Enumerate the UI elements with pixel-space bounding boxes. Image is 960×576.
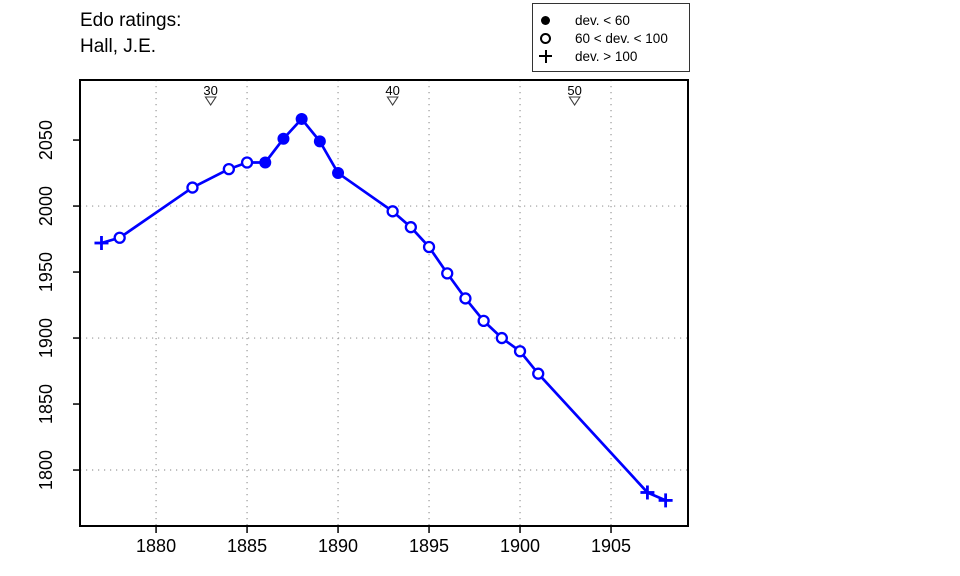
data-point-open-circle xyxy=(459,292,472,305)
x-axis-tick-label: 1900 xyxy=(500,536,540,556)
filled-circle-icon xyxy=(539,14,552,27)
y-axis-tick-label: 1800 xyxy=(36,450,56,490)
data-point-filled-circle xyxy=(295,112,308,125)
data-point-filled-circle xyxy=(277,132,290,145)
data-point-open-circle xyxy=(222,162,236,176)
data-point-open-circle xyxy=(186,181,199,194)
legend-box: dev. < 60 60 < dev. < 100 dev. > 100 xyxy=(532,3,690,72)
age-label: 50 xyxy=(567,83,581,98)
data-point-filled-circle xyxy=(259,156,272,169)
data-point-filled-circle xyxy=(313,135,326,148)
data-point-filled-circle xyxy=(332,167,345,180)
age-label: 30 xyxy=(203,83,217,98)
age-label: 40 xyxy=(385,83,399,98)
plot-border xyxy=(79,79,689,527)
chart-title-line2: Hall, J.E. xyxy=(80,36,157,57)
x-axis-tick-label: 1890 xyxy=(318,536,358,556)
chart-title-line1: Edo ratings: xyxy=(80,10,182,31)
y-axis-tick-label: 1850 xyxy=(36,384,56,424)
y-axis-tick-label: 1900 xyxy=(36,318,56,358)
data-point-open-circle xyxy=(386,205,399,218)
legend-item: 60 < dev. < 100 xyxy=(539,29,689,47)
y-axis-tick-label: 1950 xyxy=(36,252,56,292)
legend-label: dev. < 60 xyxy=(575,12,630,28)
data-point-open-circle xyxy=(422,240,436,254)
data-point-open-circle xyxy=(513,345,527,358)
rating-line xyxy=(101,117,667,502)
data-point-open-circle xyxy=(532,367,545,380)
data-point-open-circle xyxy=(240,156,254,169)
open-circle-icon xyxy=(539,32,552,45)
age-triangle-icon xyxy=(386,96,399,107)
data-point-open-circle xyxy=(113,231,126,244)
legend-label: dev. > 100 xyxy=(575,48,638,64)
legend-label: 60 < dev. < 100 xyxy=(575,30,668,46)
data-point-open-circle xyxy=(441,267,454,280)
y-axis-tick-label: 2050 xyxy=(36,120,56,160)
x-axis-tick-label: 1905 xyxy=(591,536,631,556)
legend-item: dev. < 60 xyxy=(539,11,689,29)
plus-icon xyxy=(539,49,552,63)
data-point-open-circle xyxy=(495,331,508,345)
y-axis-tick-label: 2000 xyxy=(36,186,56,226)
chart-title: Edo ratings: Hall, J.E. xyxy=(80,8,181,60)
data-point-open-circle xyxy=(404,221,417,234)
x-axis-tick-label: 1895 xyxy=(409,536,449,556)
x-axis-tick-label: 1880 xyxy=(136,536,176,556)
age-triangle-icon xyxy=(568,96,581,107)
data-point-open-circle xyxy=(477,314,490,328)
x-axis-tick-label: 1885 xyxy=(227,536,267,556)
legend-item: dev. > 100 xyxy=(539,47,689,65)
age-triangle-icon xyxy=(204,96,217,107)
